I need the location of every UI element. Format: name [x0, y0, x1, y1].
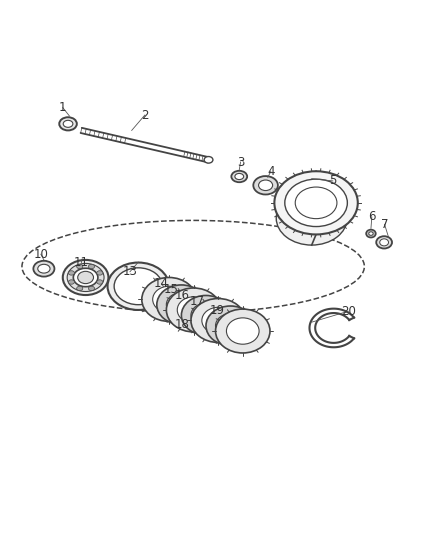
Text: 14: 14 [154, 277, 169, 289]
Ellipse shape [204, 157, 212, 163]
Ellipse shape [63, 260, 108, 295]
Text: 15: 15 [163, 283, 178, 296]
Text: 11: 11 [74, 256, 88, 269]
Ellipse shape [166, 293, 196, 317]
Ellipse shape [181, 295, 230, 335]
Text: 4: 4 [266, 165, 274, 177]
Ellipse shape [63, 120, 73, 127]
Ellipse shape [226, 318, 258, 344]
Ellipse shape [114, 268, 162, 305]
Text: 17: 17 [190, 295, 205, 308]
Ellipse shape [77, 264, 83, 269]
Ellipse shape [68, 280, 74, 284]
Ellipse shape [379, 239, 388, 246]
Ellipse shape [258, 180, 272, 191]
Text: 13: 13 [122, 265, 137, 278]
Text: 3: 3 [237, 156, 244, 168]
Ellipse shape [231, 171, 247, 182]
Text: 6: 6 [367, 211, 375, 223]
Text: 19: 19 [209, 304, 224, 317]
Ellipse shape [96, 271, 102, 275]
Ellipse shape [215, 309, 269, 353]
Ellipse shape [205, 306, 254, 345]
Ellipse shape [107, 263, 169, 310]
Text: 7: 7 [380, 218, 388, 231]
Ellipse shape [375, 236, 391, 248]
Ellipse shape [68, 271, 74, 275]
Text: 5: 5 [328, 174, 336, 188]
Ellipse shape [365, 230, 375, 238]
Ellipse shape [368, 232, 372, 236]
Ellipse shape [177, 297, 209, 323]
Ellipse shape [284, 179, 346, 227]
Ellipse shape [67, 263, 104, 292]
Ellipse shape [141, 278, 196, 321]
Ellipse shape [201, 308, 234, 334]
Text: 18: 18 [174, 318, 189, 331]
Text: 2: 2 [141, 109, 148, 122]
Ellipse shape [77, 286, 83, 290]
Ellipse shape [96, 280, 102, 284]
Text: 1: 1 [59, 101, 67, 114]
Ellipse shape [78, 271, 93, 284]
Text: 16: 16 [174, 288, 189, 302]
Ellipse shape [88, 286, 94, 290]
Ellipse shape [274, 171, 357, 235]
Ellipse shape [59, 117, 77, 131]
Ellipse shape [166, 288, 220, 332]
Ellipse shape [33, 261, 54, 277]
Ellipse shape [276, 191, 346, 245]
Ellipse shape [73, 268, 98, 287]
Ellipse shape [38, 264, 50, 273]
Ellipse shape [215, 314, 245, 338]
Ellipse shape [88, 264, 94, 269]
Ellipse shape [191, 298, 245, 342]
Ellipse shape [152, 286, 185, 312]
Text: 10: 10 [33, 248, 48, 261]
Ellipse shape [253, 176, 277, 195]
Ellipse shape [234, 173, 243, 180]
Ellipse shape [156, 285, 205, 325]
Ellipse shape [191, 303, 220, 327]
Text: 20: 20 [340, 305, 355, 318]
